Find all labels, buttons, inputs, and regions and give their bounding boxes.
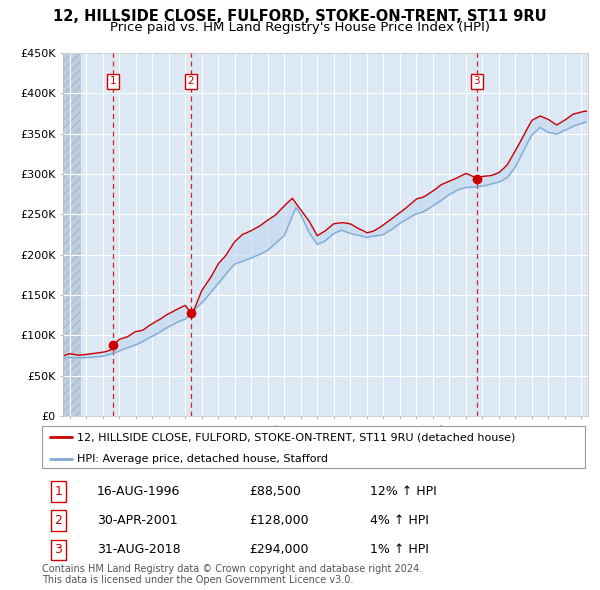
- Text: 4% ↑ HPI: 4% ↑ HPI: [370, 514, 428, 527]
- Text: HPI: Average price, detached house, Stafford: HPI: Average price, detached house, Staf…: [77, 454, 328, 464]
- Text: 31-AUG-2018: 31-AUG-2018: [97, 543, 180, 556]
- Text: Price paid vs. HM Land Registry's House Price Index (HPI): Price paid vs. HM Land Registry's House …: [110, 21, 490, 34]
- Text: 12, HILLSIDE CLOSE, FULFORD, STOKE-ON-TRENT, ST11 9RU: 12, HILLSIDE CLOSE, FULFORD, STOKE-ON-TR…: [53, 9, 547, 24]
- Text: 2: 2: [187, 76, 194, 86]
- Text: Contains HM Land Registry data © Crown copyright and database right 2024.
This d: Contains HM Land Registry data © Crown c…: [42, 563, 422, 585]
- Text: £88,500: £88,500: [250, 485, 301, 498]
- Text: £128,000: £128,000: [250, 514, 309, 527]
- Text: 3: 3: [55, 543, 62, 556]
- Bar: [63, 53, 81, 416]
- Text: 12, HILLSIDE CLOSE, FULFORD, STOKE-ON-TRENT, ST11 9RU (detached house): 12, HILLSIDE CLOSE, FULFORD, STOKE-ON-TR…: [77, 432, 516, 442]
- Text: 1% ↑ HPI: 1% ↑ HPI: [370, 543, 428, 556]
- Text: 3: 3: [473, 76, 480, 86]
- Text: 30-APR-2001: 30-APR-2001: [97, 514, 177, 527]
- Text: 1: 1: [55, 485, 62, 498]
- Text: £294,000: £294,000: [250, 543, 309, 556]
- Text: 1: 1: [110, 76, 116, 86]
- FancyBboxPatch shape: [42, 426, 585, 468]
- Text: 12% ↑ HPI: 12% ↑ HPI: [370, 485, 436, 498]
- Text: 16-AUG-1996: 16-AUG-1996: [97, 485, 180, 498]
- Text: 2: 2: [55, 514, 62, 527]
